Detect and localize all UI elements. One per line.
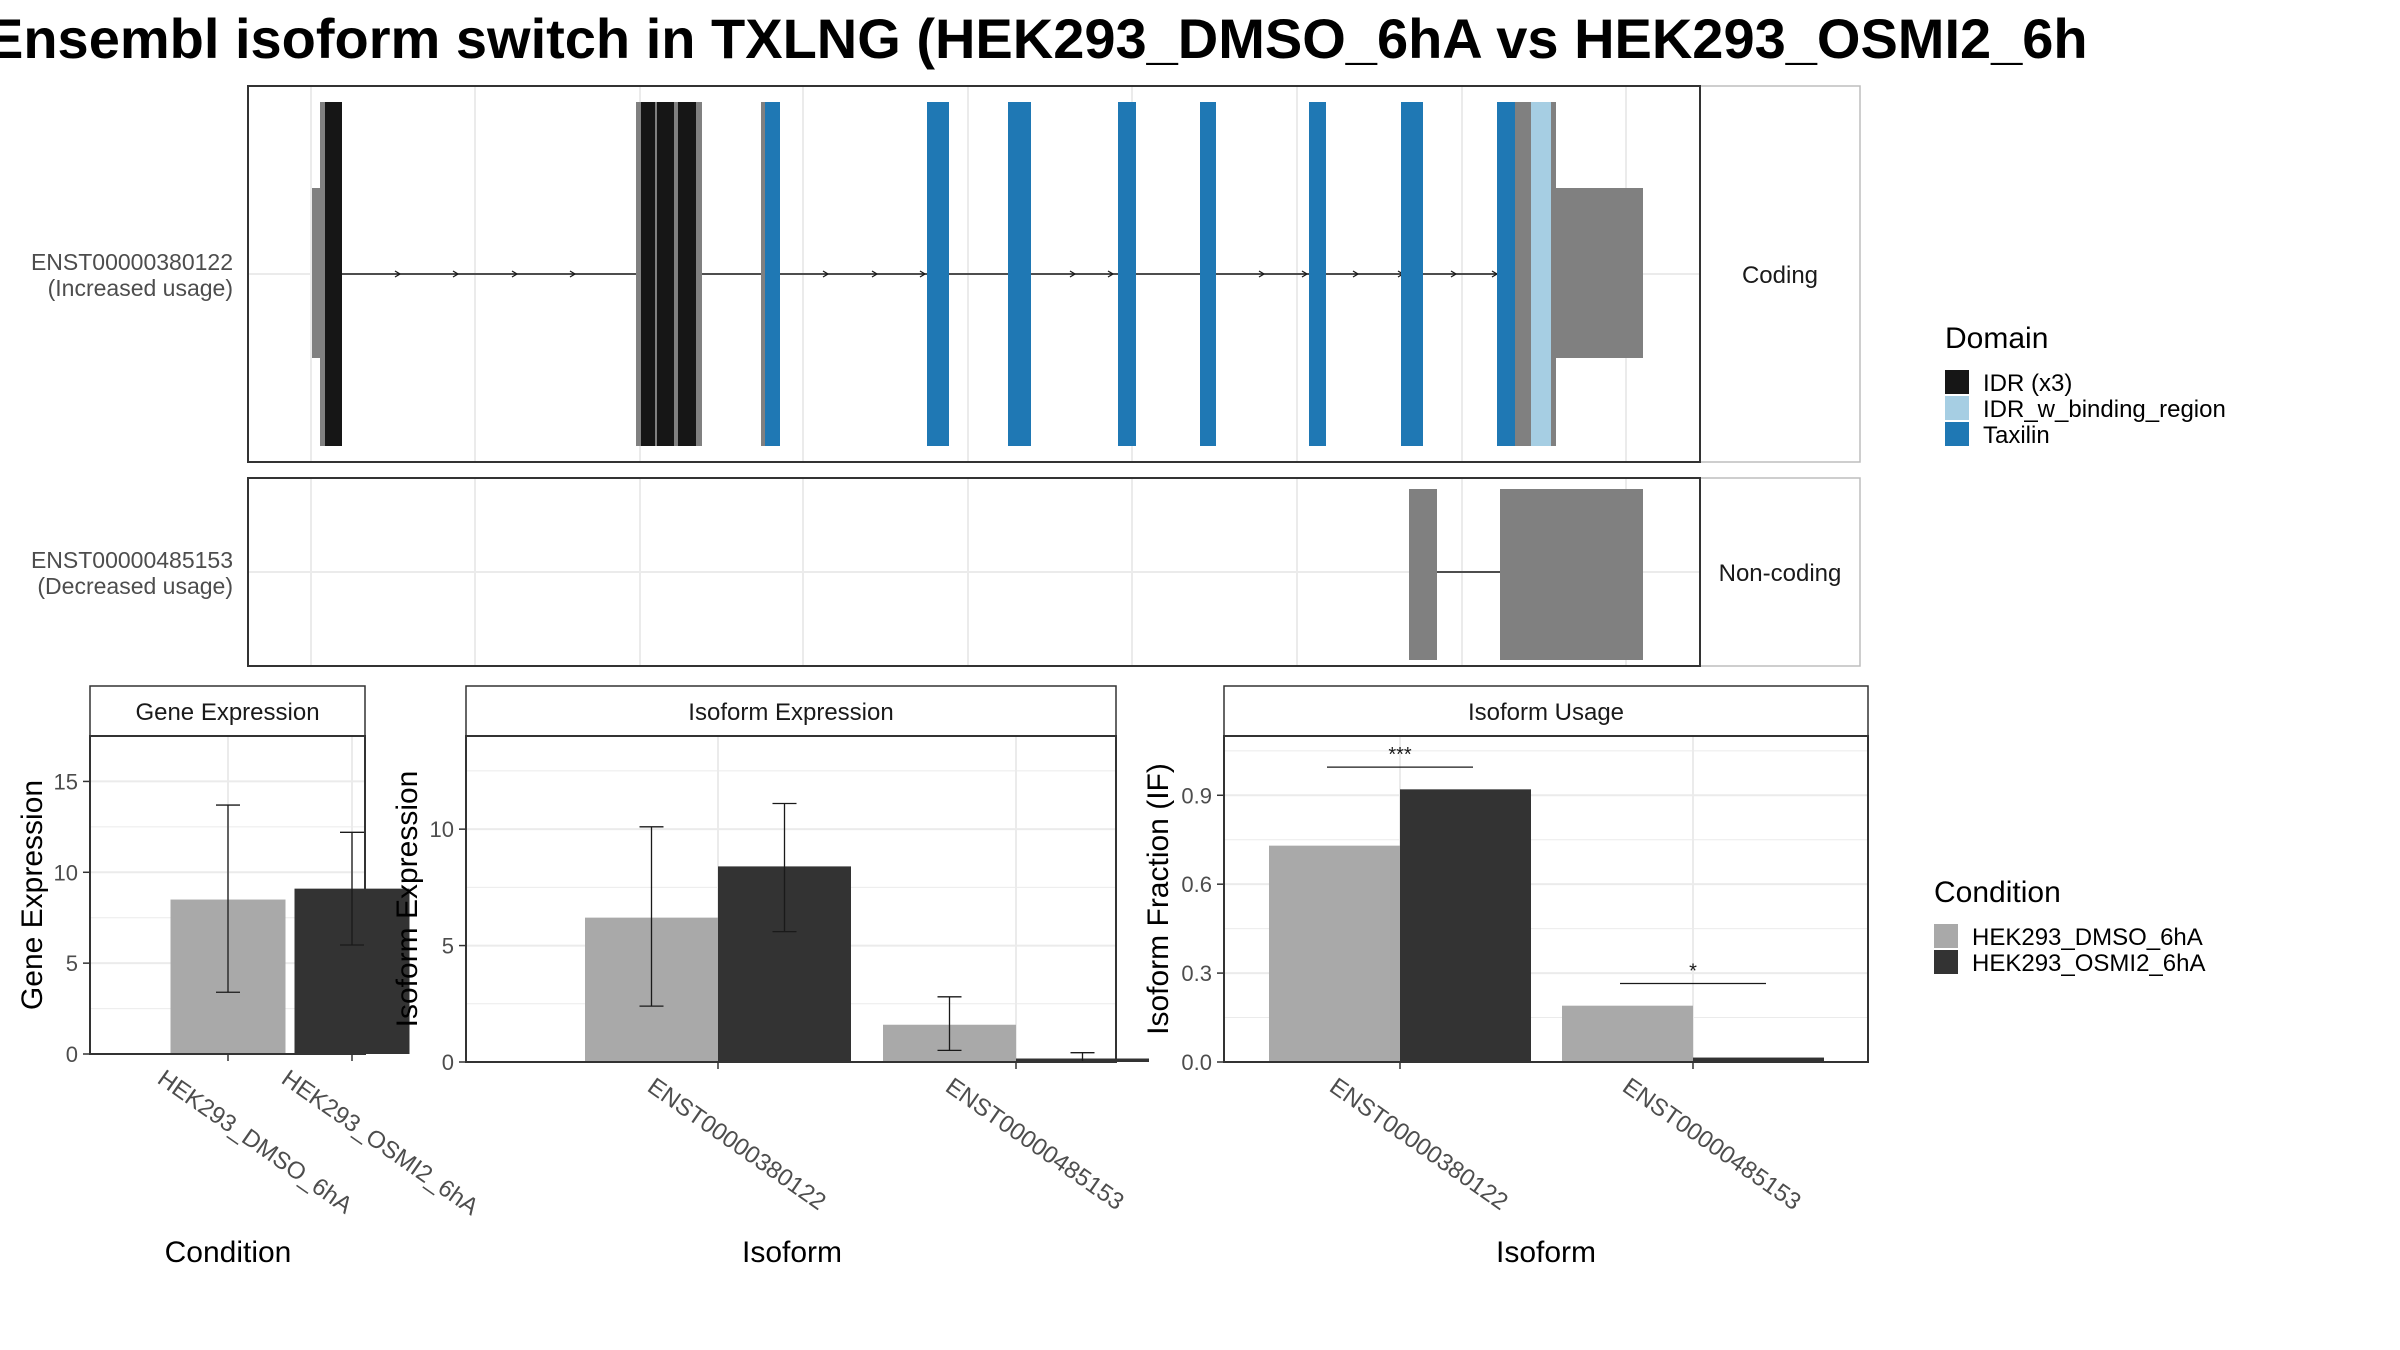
y-tick-label: 0 (442, 1050, 454, 1075)
idr-domain (657, 102, 674, 446)
y-tick-label: 10 (54, 860, 78, 885)
domain-legend-label: Taxilin (1983, 422, 2050, 449)
taxilin-domain (1200, 102, 1216, 446)
x-tick-label: ENST00000485153 (941, 1073, 1129, 1216)
intron-arrow (1069, 270, 1077, 278)
x-tick-label: ENST00000380122 (1325, 1073, 1513, 1216)
y-tick-label: 5 (442, 934, 454, 959)
intron-arrow (919, 270, 927, 278)
domain-legend-label: IDR_w_binding_region (1983, 396, 2226, 423)
intron-arrow (822, 270, 830, 278)
intron-arrow (511, 270, 519, 278)
bar (1269, 845, 1400, 1062)
intron-arrow (1107, 270, 1115, 278)
panel-title: Isoform Expression (688, 699, 893, 726)
structure-panel-border (247, 477, 1701, 667)
y-tick-label: 0.0 (1181, 1050, 1212, 1075)
taxilin-domain (1401, 102, 1423, 446)
domain-legend-key (1945, 370, 1969, 394)
condition-legend-key (1934, 950, 1958, 974)
exon-block (1409, 489, 1437, 660)
y-axis-title: Isoform Fraction (IF) (1142, 763, 1175, 1035)
domain-legend-label: IDR (x3) (1983, 370, 2072, 397)
domain-legend-key (1945, 422, 1969, 446)
y-tick-label: 10 (430, 817, 454, 842)
plot-panel-border (1223, 735, 1869, 1063)
intron-arrow (1450, 270, 1458, 278)
panel-strip (1223, 685, 1869, 737)
intron-arrow (394, 270, 402, 278)
x-tick-label: HEK293_OSMI2_6hA (277, 1065, 484, 1221)
facet-strip (1699, 85, 1861, 463)
bar (1693, 1057, 1824, 1062)
y-tick-label: 15 (54, 769, 78, 794)
exon-block (761, 102, 765, 446)
taxilin-domain (765, 102, 780, 446)
facet-strip-label: Coding (1742, 262, 1818, 289)
intron-arrow (569, 270, 577, 278)
y-tick-label: 0 (66, 1042, 78, 1067)
panel-title: Isoform Usage (1468, 699, 1624, 726)
taxilin-domain (1118, 102, 1136, 446)
domain-legend-title: Domain (1945, 322, 2048, 355)
isoform-label: ENST00000380122 (31, 249, 233, 275)
condition-legend-title: Condition (1934, 876, 2061, 909)
facet-strip (1699, 477, 1861, 667)
x-tick-label: ENST00000380122 (643, 1073, 831, 1216)
exon-block (320, 102, 326, 446)
chart-title-text: Ensembl isoform switch in TXLNG (HEK293_… (0, 7, 2088, 70)
bar (1562, 1005, 1693, 1062)
y-axis-title: Gene Expression (16, 780, 49, 1010)
taxilin-domain (1008, 102, 1031, 446)
isoform-label: ENST00000485153 (31, 547, 233, 573)
significance-label: *** (1388, 744, 1412, 766)
idr-domain (678, 102, 696, 446)
utr-block (1554, 188, 1643, 358)
y-tick-label: 5 (66, 951, 78, 976)
y-tick-label: 0.9 (1181, 783, 1212, 808)
panel-strip (89, 685, 366, 737)
x-axis-title: Isoform (742, 1236, 842, 1269)
facet-strip-label: Non-coding (1719, 560, 1842, 587)
y-tick-label: 0.6 (1181, 872, 1212, 897)
isoform-usage-label: (Increased usage) (48, 275, 233, 301)
significance-label: * (1689, 960, 1697, 982)
intron-arrow (871, 270, 879, 278)
plot-panel-border (465, 735, 1117, 1063)
intron-arrow (1301, 270, 1309, 278)
x-tick-label: ENST00000485153 (1618, 1073, 1806, 1216)
exon-block (1500, 489, 1643, 660)
condition-legend-key (1934, 924, 1958, 948)
taxilin-domain (1309, 102, 1326, 446)
panel-title: Gene Expression (135, 699, 319, 726)
intron-arrow (1258, 270, 1266, 278)
idr-binding-domain (1531, 102, 1551, 446)
exon-block (1515, 102, 1531, 446)
y-tick-label: 0.3 (1181, 961, 1212, 986)
chart-title: Ensembl isoform switch in TXLNG (HEK293_… (0, 6, 2400, 84)
idr-domain (641, 102, 655, 446)
y-axis-title: Isoform Expression (391, 771, 424, 1028)
condition-legend-label: HEK293_DMSO_6hA (1972, 924, 2203, 951)
structure-panel-border (247, 85, 1701, 463)
condition-legend-label: HEK293_OSMI2_6hA (1972, 950, 2205, 977)
intron-arrow (452, 270, 460, 278)
taxilin-domain (1497, 102, 1515, 446)
x-axis-title: Condition (165, 1236, 292, 1269)
exon-block (1551, 102, 1556, 446)
taxilin-domain (927, 102, 949, 446)
idr-domain (325, 102, 342, 446)
x-axis-title: Isoform (1496, 1236, 1596, 1269)
isoform-usage-label: (Decreased usage) (37, 573, 233, 599)
domain-legend-key (1945, 396, 1969, 420)
bar (1400, 789, 1531, 1062)
intron-arrow (1352, 270, 1360, 278)
